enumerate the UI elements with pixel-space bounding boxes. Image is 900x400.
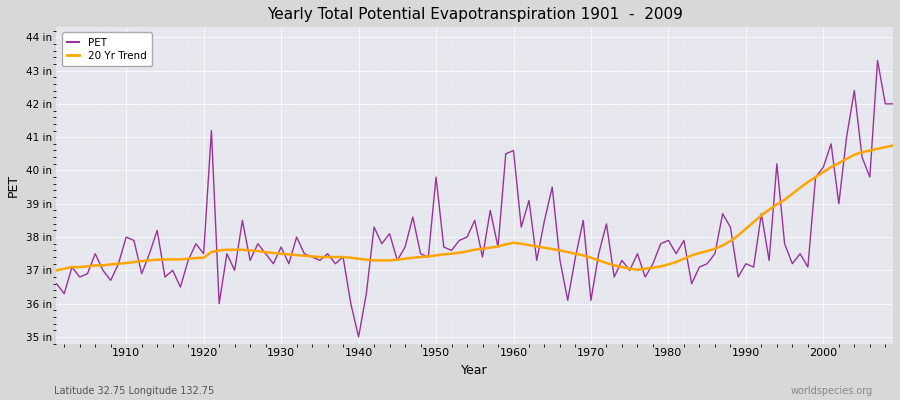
- Y-axis label: PET: PET: [7, 174, 20, 197]
- Legend: PET, 20 Yr Trend: PET, 20 Yr Trend: [62, 32, 152, 66]
- X-axis label: Year: Year: [462, 364, 488, 377]
- Text: Latitude 32.75 Longitude 132.75: Latitude 32.75 Longitude 132.75: [54, 386, 214, 396]
- Title: Yearly Total Potential Evapotranspiration 1901  -  2009: Yearly Total Potential Evapotranspiratio…: [266, 7, 683, 22]
- Text: worldspecies.org: worldspecies.org: [791, 386, 873, 396]
